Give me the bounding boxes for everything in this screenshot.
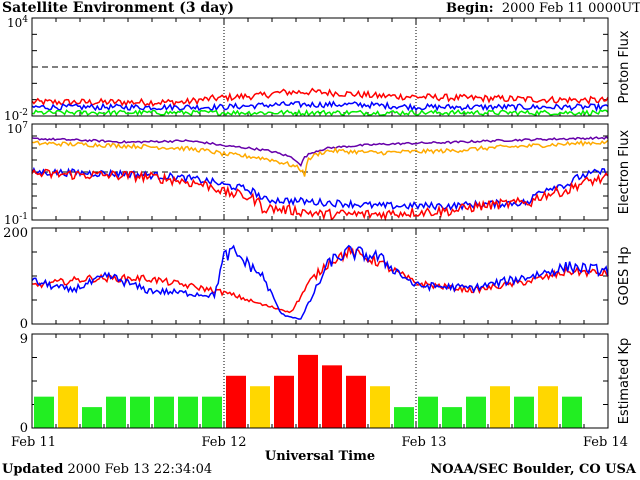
panel-electron bbox=[31, 123, 609, 222]
kp-bar bbox=[178, 396, 198, 428]
credit-line: NOAA/SEC Boulder, CO USA bbox=[430, 462, 636, 477]
x-axis-label: Universal Time bbox=[265, 449, 375, 464]
series-red-line bbox=[32, 246, 609, 314]
kp-bar bbox=[562, 396, 582, 428]
y-tick-label-bottom: 10-1 bbox=[4, 212, 28, 227]
kp-bar bbox=[106, 396, 126, 428]
kp-bar bbox=[202, 396, 222, 428]
kp-bar bbox=[442, 407, 462, 428]
series-orange-line bbox=[31, 139, 609, 177]
panel-frame bbox=[31, 227, 609, 325]
kp-bar bbox=[226, 375, 246, 428]
kp-bar bbox=[250, 386, 270, 428]
series-blue-line bbox=[31, 244, 609, 320]
updated-value: 2000 Feb 13 22:34:04 bbox=[67, 462, 213, 477]
y-tick-label-top: 107 bbox=[7, 121, 28, 136]
panel-frame bbox=[31, 123, 609, 221]
kp-bar bbox=[34, 396, 54, 428]
kp-bar bbox=[466, 396, 486, 428]
series-blue-line bbox=[31, 100, 609, 113]
kp-bar bbox=[418, 396, 438, 428]
series-red-line bbox=[31, 168, 609, 222]
kp-bar bbox=[514, 396, 534, 428]
x-tick-label: Feb 12 bbox=[202, 435, 247, 450]
panel-frame bbox=[31, 333, 609, 429]
updated-timestamp: Updated 2000 Feb 13 22:34:04 bbox=[2, 462, 212, 477]
y-tick-label-top: 9 bbox=[20, 332, 28, 347]
kp-bar bbox=[322, 365, 342, 428]
y-tick-label-top: 200 bbox=[3, 226, 28, 241]
y-axis-label-proton: Proton Flux bbox=[617, 30, 632, 103]
y-tick-label-bottom: 0 bbox=[20, 421, 28, 436]
kp-bar bbox=[394, 407, 414, 428]
y-tick-label-top: 104 bbox=[7, 15, 28, 30]
kp-bar bbox=[274, 375, 294, 428]
kp-bar bbox=[490, 386, 510, 428]
kp-bar bbox=[82, 407, 102, 428]
y-tick-label-bottom: 10-2 bbox=[4, 108, 28, 123]
y-axis-label-electron: Electron Flux bbox=[617, 129, 632, 214]
panel-frame bbox=[31, 17, 609, 117]
x-tick-label: Feb 14 bbox=[583, 435, 628, 450]
kp-bar bbox=[130, 396, 150, 428]
x-tick-label: Feb 13 bbox=[402, 435, 447, 450]
panel-proton bbox=[31, 17, 609, 117]
series-red-line bbox=[31, 87, 609, 108]
panel-kp bbox=[31, 333, 609, 429]
series-blue-line bbox=[31, 166, 609, 211]
series-green-line bbox=[31, 108, 609, 117]
series-purple-line bbox=[31, 136, 609, 168]
updated-label: Updated bbox=[2, 462, 64, 477]
kp-bar bbox=[154, 396, 174, 428]
x-tick-label: Feb 11 bbox=[11, 435, 56, 450]
y-tick-label-bottom: 0 bbox=[20, 317, 28, 332]
panel-goes_hp bbox=[31, 227, 609, 325]
kp-bar bbox=[370, 386, 390, 428]
kp-bar bbox=[58, 386, 78, 428]
kp-bar bbox=[346, 375, 366, 428]
begin-label: Begin: bbox=[446, 1, 494, 16]
begin-date: Begin: 2000 Feb 11 0000UT bbox=[446, 1, 640, 16]
chart-title: Satellite Environment (3 day) bbox=[2, 0, 235, 16]
begin-value: 2000 Feb 11 0000UT bbox=[501, 1, 640, 16]
y-axis-label-kp: Estimated Kp bbox=[617, 338, 632, 425]
kp-bar bbox=[298, 354, 318, 428]
y-axis-label-goes_hp: GOES Hp bbox=[617, 247, 632, 306]
kp-bar bbox=[538, 386, 558, 428]
